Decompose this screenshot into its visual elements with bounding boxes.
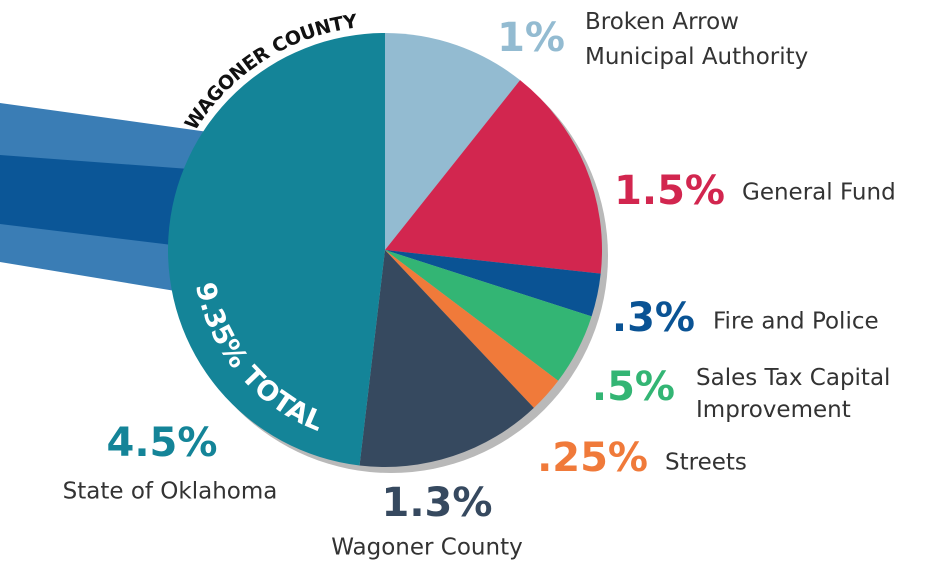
value-label: .25% xyxy=(537,435,648,481)
value-label: 1.5% xyxy=(614,168,725,214)
category-label: Streets xyxy=(665,450,747,476)
category-label: Broken Arrow Municipal Authority xyxy=(585,9,808,70)
category-label: Sales Tax Capital Improvement xyxy=(696,365,890,423)
value-label: .3% xyxy=(612,295,695,341)
slice xyxy=(385,250,592,381)
slices xyxy=(168,33,602,467)
value-label: 1% xyxy=(497,15,565,61)
category-label: Wagoner County xyxy=(331,535,522,561)
category-label: Fire and Police xyxy=(713,309,879,335)
slice xyxy=(168,33,385,466)
slice xyxy=(359,250,534,467)
slice xyxy=(385,250,559,408)
slice xyxy=(385,33,521,250)
value-label: 1.3% xyxy=(382,480,493,526)
value-label: 4.5% xyxy=(107,420,218,466)
slice xyxy=(385,250,601,317)
category-label: State of Oklahoma xyxy=(63,479,278,505)
value-label: .5% xyxy=(592,364,675,410)
slice xyxy=(385,80,602,274)
category-label: General Fund xyxy=(742,180,896,206)
